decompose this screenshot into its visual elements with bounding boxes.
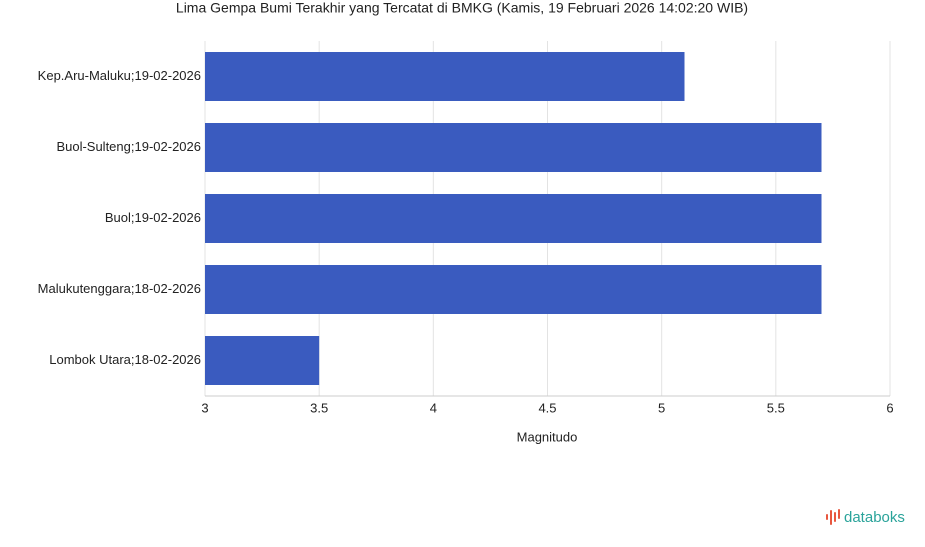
bar bbox=[205, 336, 320, 385]
y-tick-label: Kep.Aru-Maluku;19-02-2026 bbox=[38, 68, 201, 83]
x-tick-label: 4.5 bbox=[538, 400, 556, 415]
x-tick-label: 4 bbox=[430, 400, 437, 415]
bar bbox=[205, 52, 685, 101]
chart-title: Lima Gempa Bumi Terakhir yang Tercatat d… bbox=[176, 0, 748, 16]
x-tick-label: 5.5 bbox=[767, 400, 785, 415]
bar bbox=[205, 123, 822, 172]
bar bbox=[205, 265, 822, 314]
x-tick-label: 5 bbox=[658, 400, 665, 415]
bar bbox=[205, 194, 822, 243]
brand-name: databoks bbox=[844, 509, 905, 526]
x-tick-label: 3.5 bbox=[310, 400, 328, 415]
x-axis-label: Magnitudo bbox=[517, 429, 578, 444]
x-tick-label: 3 bbox=[201, 400, 208, 415]
y-tick-label: Malukutenggara;18-02-2026 bbox=[38, 281, 201, 296]
x-tick-label: 6 bbox=[886, 400, 893, 415]
brand-logo: databoks bbox=[826, 509, 905, 526]
y-tick-label: Buol-Sulteng;19-02-2026 bbox=[56, 139, 201, 154]
y-tick-label: Lombok Utara;18-02-2026 bbox=[49, 352, 201, 367]
y-tick-label: Buol;19-02-2026 bbox=[105, 210, 201, 225]
